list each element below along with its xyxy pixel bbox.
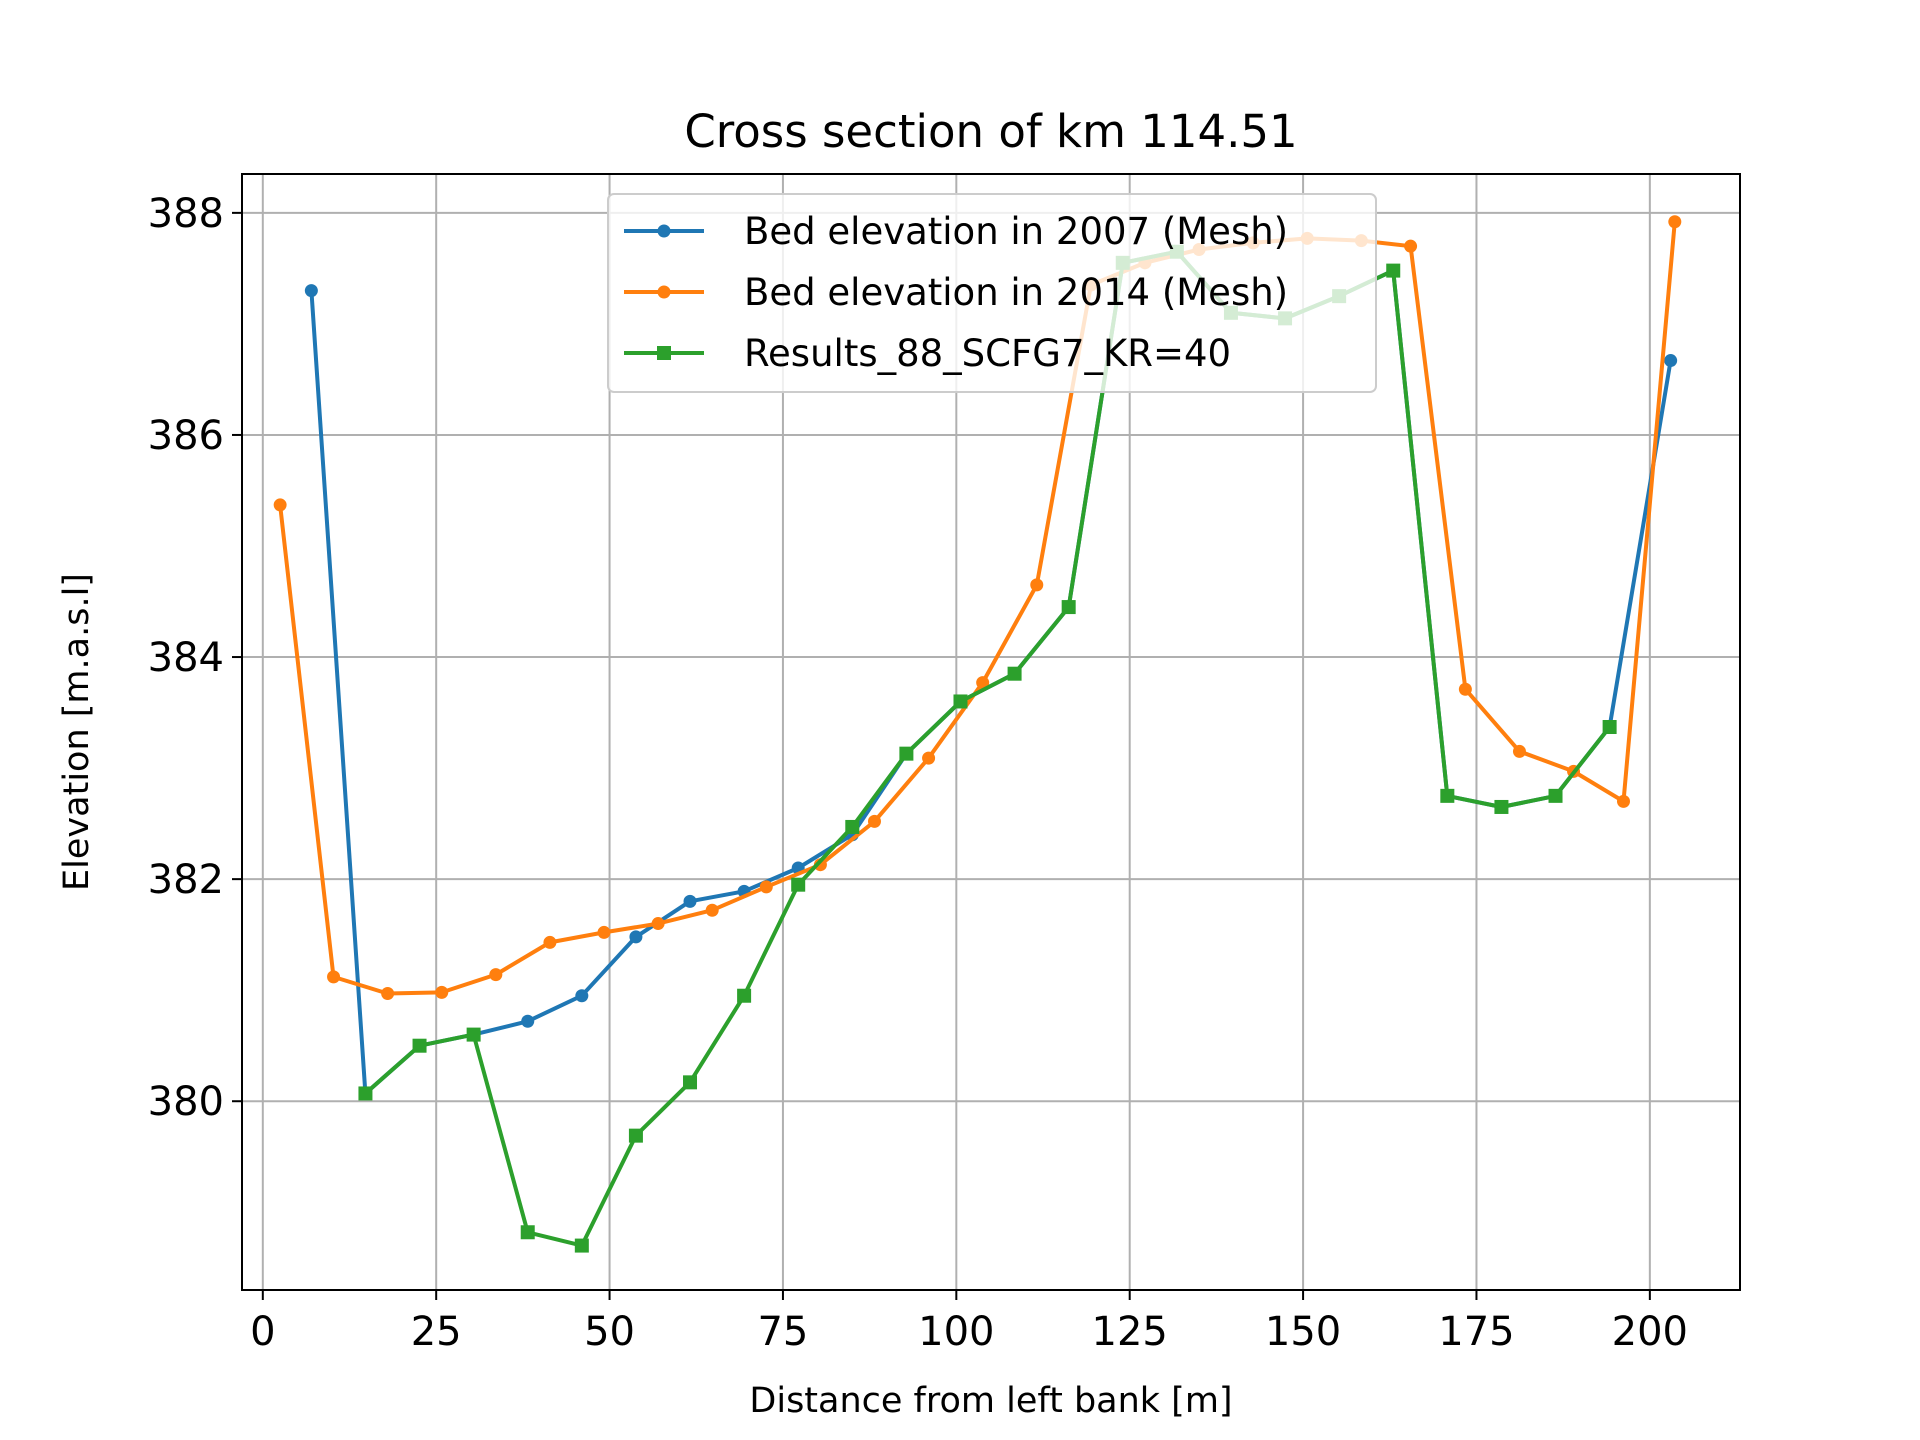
data-point: [953, 694, 968, 709]
legend-label: Results_88_SCFG7_KR=40: [744, 332, 1231, 375]
data-point: [759, 880, 773, 894]
data-point: [683, 894, 697, 908]
data-point: [1061, 600, 1076, 615]
data-point: [489, 968, 503, 982]
x-tick-label: 175: [1438, 1309, 1514, 1355]
y-tick-label: 380: [148, 1079, 224, 1125]
legend-marker: [657, 346, 671, 360]
data-point: [651, 917, 665, 931]
data-point: [1458, 682, 1472, 696]
data-point: [520, 1225, 535, 1240]
data-point: [922, 751, 936, 765]
legend-entry: Results_88_SCFG7_KR=40: [624, 332, 1231, 375]
data-point: [683, 1075, 698, 1090]
data-point: [737, 988, 752, 1003]
data-point: [1404, 239, 1418, 253]
data-point: [976, 676, 990, 690]
data-point: [1007, 666, 1022, 681]
y-tick-label: 382: [148, 857, 224, 903]
legend-entry: Bed elevation in 2014 (Mesh): [624, 271, 1288, 314]
data-point: [1494, 799, 1509, 814]
data-point: [1440, 788, 1455, 803]
data-point: [521, 1014, 535, 1028]
x-tick-label: 50: [584, 1309, 635, 1355]
data-point: [1030, 578, 1044, 592]
x-tick-label: 100: [918, 1309, 994, 1355]
legend: Bed elevation in 2007 (Mesh) Bed elevatio…: [607, 193, 1377, 393]
data-point: [358, 1086, 373, 1101]
data-point: [381, 987, 395, 1001]
data-point: [574, 1238, 589, 1253]
data-point: [867, 814, 881, 828]
legend-marker: [657, 224, 671, 238]
data-point: [273, 498, 287, 512]
legend-label: Bed elevation in 2007 (Mesh): [744, 210, 1288, 253]
data-point: [1548, 788, 1563, 803]
data-point: [543, 935, 557, 949]
data-point: [466, 1027, 481, 1042]
plot-area-frame: [241, 173, 1741, 1291]
data-point: [813, 858, 827, 872]
data-point: [1602, 720, 1617, 735]
data-point: [899, 746, 914, 761]
data-point: [845, 819, 860, 834]
x-tick-label: 200: [1612, 1309, 1688, 1355]
data-point: [791, 877, 806, 892]
chart-title: Cross section of km 114.51: [684, 105, 1297, 158]
x-tick-label: 75: [757, 1309, 808, 1355]
y-tick-label: 384: [148, 635, 224, 681]
data-point: [629, 930, 643, 944]
x-tick-label: 150: [1265, 1309, 1341, 1355]
legend-entry: Bed elevation in 2007 (Mesh): [624, 210, 1288, 253]
data-point: [597, 925, 611, 939]
data-point: [435, 985, 449, 999]
legend-marker: [657, 285, 671, 299]
data-point: [1386, 263, 1401, 278]
y-tick-label: 386: [148, 413, 224, 459]
x-tick-label: 0: [250, 1309, 275, 1355]
data-point: [705, 903, 719, 917]
data-point: [575, 989, 589, 1003]
data-point: [304, 284, 318, 298]
legend-frame: [607, 193, 1377, 393]
series-line: [364, 249, 1612, 1248]
data-point: [1512, 744, 1526, 758]
axis-ticks: 0 25 50 75 100 125 150 175 200 380 382 384 386 388: [148, 191, 1688, 1355]
data-point: [628, 1128, 643, 1143]
data-point: [327, 970, 341, 984]
data-point: [1616, 794, 1630, 808]
x-tick-label: 25: [411, 1309, 462, 1355]
x-tick-label: 125: [1092, 1309, 1168, 1355]
x-axis-label: Distance from left bank [m]: [749, 1381, 1232, 1421]
y-tick-label: 388: [148, 191, 224, 237]
y-axis-label: Elevation [m.a.s.l]: [57, 573, 97, 891]
data-point: [1668, 215, 1682, 229]
data-point: [412, 1038, 427, 1053]
legend-label: Bed elevation in 2014 (Mesh): [744, 271, 1288, 314]
data-point: [1664, 354, 1678, 368]
